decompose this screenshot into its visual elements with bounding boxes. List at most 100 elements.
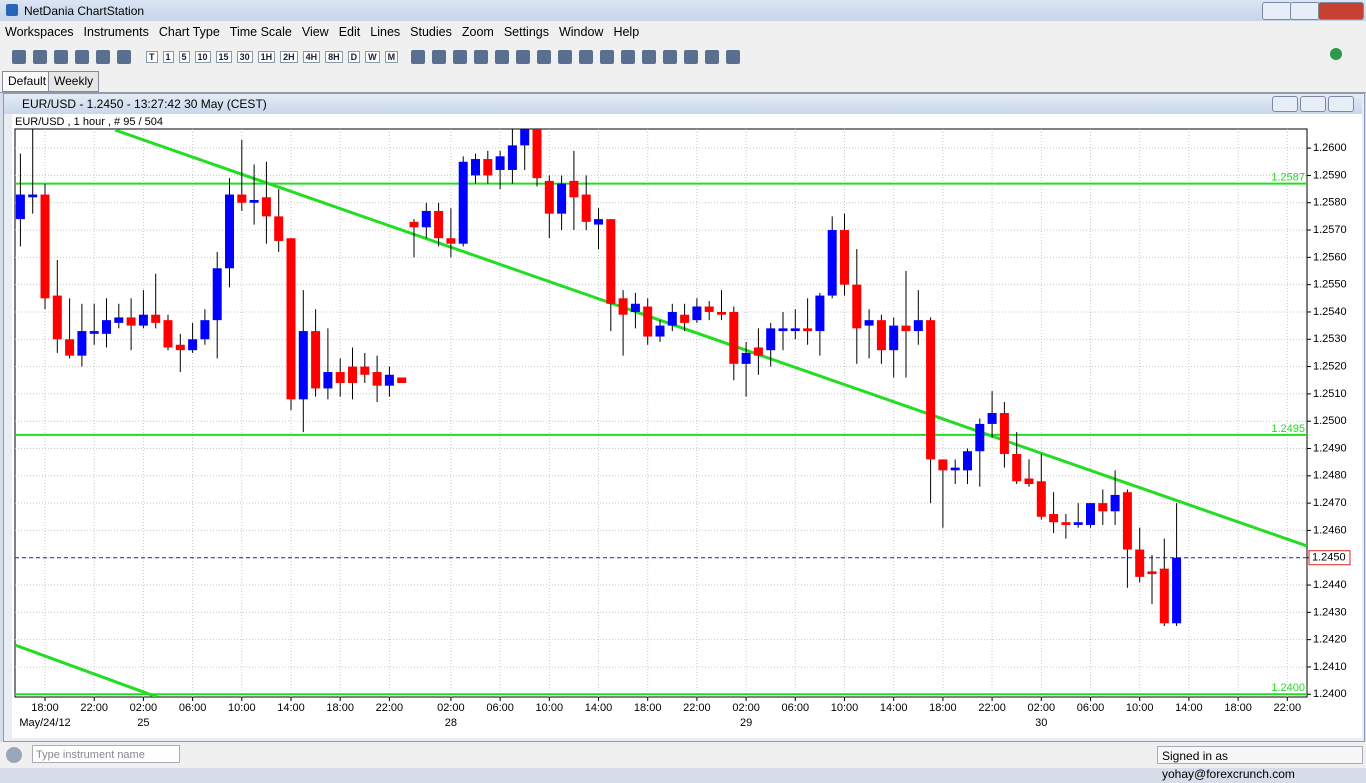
- timeframe-button[interactable]: 15: [215, 50, 232, 63]
- menu-item[interactable]: Zoom: [461, 25, 494, 39]
- y-tick-label: 1.2500: [1313, 415, 1347, 427]
- x-tick-label: 22:00: [1274, 702, 1302, 714]
- tool-icon[interactable]: [579, 49, 594, 64]
- tool-icon[interactable]: [33, 49, 47, 64]
- timeframe-button[interactable]: 4H: [302, 50, 321, 63]
- x-tick-label: 18:00: [634, 702, 662, 714]
- tool-icon[interactable]: [600, 49, 615, 64]
- x-tick-label: 06:00: [486, 702, 514, 714]
- tool-icon[interactable]: [537, 49, 552, 64]
- tool-icon[interactable]: [621, 49, 636, 64]
- tool-icon[interactable]: [558, 49, 573, 64]
- tool-icon[interactable]: [12, 49, 26, 64]
- candle-body: [827, 230, 837, 296]
- y-tick-label: 1.2570: [1313, 224, 1347, 236]
- instrument-search[interactable]: Type instrument name: [32, 745, 180, 763]
- y-tick-label: 1.2440: [1313, 579, 1347, 591]
- tool-icon[interactable]: [54, 49, 68, 64]
- timeframe-button[interactable]: 5: [178, 50, 190, 63]
- timeframe-button[interactable]: D: [347, 50, 361, 63]
- tool-icon[interactable]: [453, 49, 468, 64]
- tool-icon[interactable]: [96, 49, 110, 64]
- chart: EUR/USD , 1 hour , # 95 / 504 1.24001.24…: [14, 116, 1351, 729]
- candle-body: [434, 210, 444, 239]
- tool-icon[interactable]: [474, 49, 489, 64]
- candle-body: [397, 377, 407, 383]
- candle-body: [1049, 514, 1059, 523]
- tool-icon[interactable]: [117, 49, 131, 64]
- tool-icon[interactable]: [516, 49, 531, 64]
- close-button[interactable]: [1328, 96, 1354, 112]
- timeframe-button[interactable]: M: [384, 50, 399, 63]
- candle-body: [1073, 522, 1083, 525]
- tool-icon[interactable]: [663, 49, 678, 64]
- candle-body: [348, 366, 357, 383]
- menu-item[interactable]: Time Scale: [229, 25, 292, 39]
- tool-icon[interactable]: [726, 49, 741, 64]
- candle-body: [594, 219, 603, 225]
- y-tick-label: 1.2530: [1313, 333, 1347, 345]
- x-tick-label: 18:00: [326, 702, 354, 714]
- menu-item[interactable]: Workspaces: [5, 25, 74, 39]
- candle-body: [1147, 571, 1157, 575]
- y-tick-label: 1.2400: [1313, 688, 1347, 700]
- plot-border: [14, 128, 1308, 698]
- timeframe-button[interactable]: 10: [194, 50, 211, 63]
- x-tick-label: 06:00: [1077, 702, 1105, 714]
- tool-icon[interactable]: [75, 49, 89, 64]
- y-tick-label: 1.2580: [1313, 197, 1347, 209]
- timeframe-button[interactable]: T: [146, 50, 158, 63]
- close-button[interactable]: [1318, 2, 1364, 20]
- maximize-button[interactable]: [1300, 96, 1326, 112]
- candle-body: [766, 328, 776, 351]
- candle-body: [360, 366, 370, 375]
- candle-body: [1172, 557, 1182, 624]
- candle-body: [643, 306, 653, 337]
- menu-item[interactable]: Lines: [370, 25, 401, 39]
- tool-icon[interactable]: [411, 49, 426, 64]
- tool-icon[interactable]: [495, 49, 510, 64]
- tool-icon[interactable]: [432, 49, 447, 64]
- tool-icon[interactable]: [705, 49, 720, 64]
- y-tick-label: 1.2430: [1313, 606, 1347, 618]
- menu-item[interactable]: Instruments: [83, 25, 149, 39]
- x-tick-label: 02:00: [437, 702, 465, 714]
- timeframe-button[interactable]: 1H: [257, 50, 276, 63]
- candle-body: [803, 328, 813, 332]
- candle-body: [1098, 503, 1108, 512]
- menu-item[interactable]: Studies: [410, 25, 452, 39]
- menu-item[interactable]: View: [301, 25, 329, 39]
- menu-item[interactable]: Window: [558, 25, 604, 39]
- tab[interactable]: Default: [2, 71, 53, 92]
- timeframe-button[interactable]: 2H: [280, 50, 298, 63]
- chart-window-title-text: EUR/USD - 1.2450 - 13:27:42 30 May (CEST…: [22, 97, 267, 111]
- menu-item[interactable]: Settings: [503, 25, 549, 39]
- candle-body: [1086, 503, 1095, 525]
- menu-item[interactable]: Chart Type: [158, 25, 220, 39]
- menu-item[interactable]: Help: [613, 25, 640, 39]
- tool-icon[interactable]: [684, 49, 699, 64]
- candle-body: [200, 320, 210, 340]
- x-tick-label: 10:00: [228, 702, 256, 714]
- menu-item[interactable]: Edit: [338, 25, 361, 39]
- y-tick-label: 1.2590: [1313, 169, 1347, 181]
- tool-icon[interactable]: [642, 49, 657, 64]
- candle-body: [40, 194, 50, 299]
- timeframe-button[interactable]: 1: [162, 50, 174, 63]
- minimize-button[interactable]: [1272, 96, 1298, 112]
- candle-body: [557, 183, 567, 214]
- timeframe-button[interactable]: 30: [236, 50, 253, 63]
- candle-body: [471, 159, 480, 176]
- candle-body: [667, 311, 677, 326]
- candle-body: [987, 413, 997, 424]
- candle-body: [409, 221, 419, 228]
- candle-body: [28, 194, 38, 198]
- candle-body: [311, 331, 321, 389]
- timeframe-button[interactable]: W: [365, 50, 380, 63]
- timeframe-button[interactable]: 8H: [325, 50, 343, 63]
- candle-body: [778, 328, 788, 332]
- candle-body: [950, 467, 960, 471]
- chart-window-title: EUR/USD - 1.2450 - 13:27:42 30 May (CEST…: [4, 94, 1362, 114]
- x-tick-label: 22:00: [80, 702, 108, 714]
- tab[interactable]: Weekly: [48, 71, 100, 92]
